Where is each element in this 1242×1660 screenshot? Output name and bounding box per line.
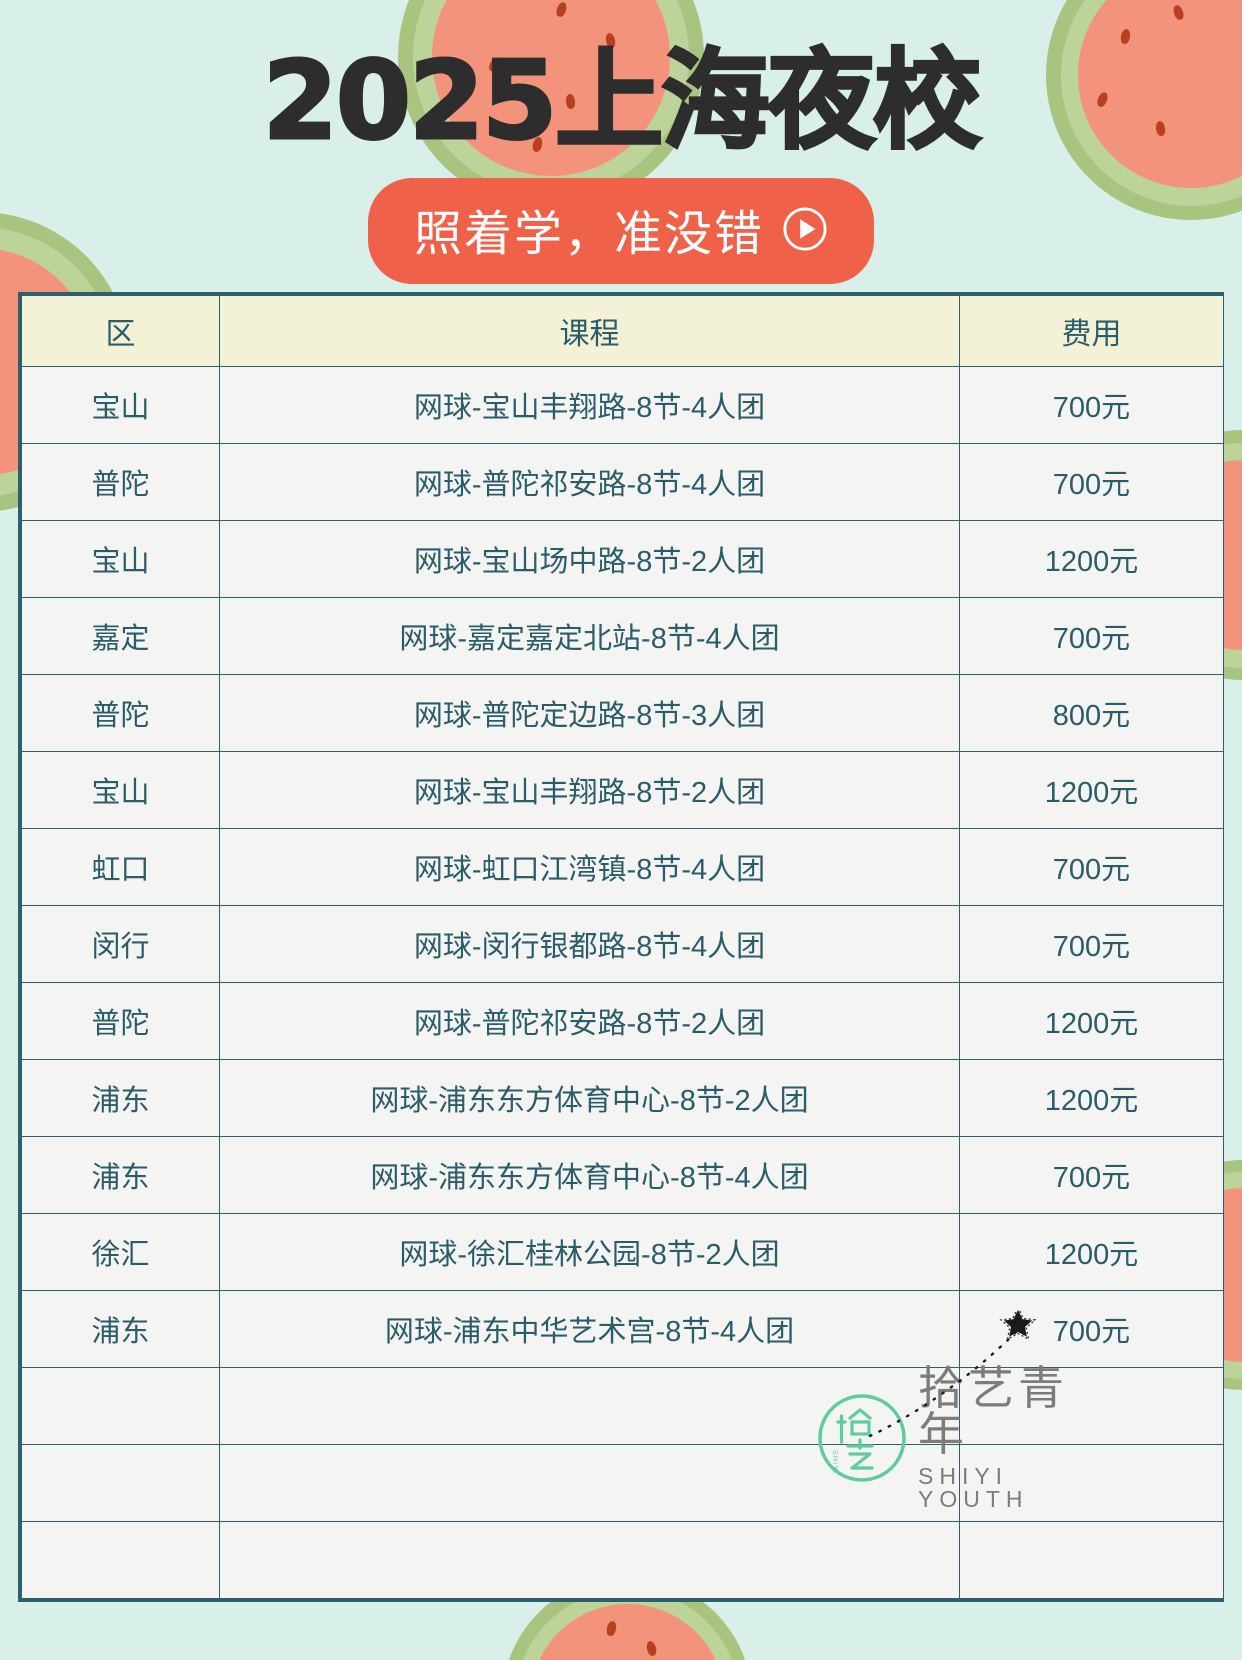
brand-name-cn: 拾艺青年 xyxy=(918,1362,1068,1460)
cell-district: 宝山 xyxy=(21,366,220,444)
table-row: 宝山 网球-宝山场中路-8节-2人团 1200元 xyxy=(21,520,1224,598)
table-row: 普陀 网球-普陀祁安路-8节-4人团 700元 xyxy=(21,443,1224,521)
cta-badge-label: 照着学，准没错 xyxy=(413,208,764,262)
cell-fee: 700元 xyxy=(959,366,1224,444)
cell-fee: 1200元 xyxy=(959,1059,1224,1137)
cell-district: 徐汇 xyxy=(21,1213,220,1291)
cell-course: 网球-普陀定边路-8节-3人团 xyxy=(219,674,960,752)
cell-fee: 800元 xyxy=(959,674,1224,752)
cell-course: 网球-嘉定嘉定北站-8节-4人团 xyxy=(219,597,960,675)
cell-fee xyxy=(959,1444,1224,1522)
table-row: 普陀 网球-普陀定边路-8节-3人团 800元 xyxy=(21,674,1224,752)
play-circle-icon xyxy=(782,206,828,252)
table-head: 区 课程 费用 xyxy=(21,295,1224,367)
cell-district xyxy=(21,1521,220,1599)
column-header-fee: 费用 xyxy=(959,295,1224,367)
cell-district: 浦东 xyxy=(21,1059,220,1137)
table-row: 宝山 网球-宝山丰翔路-8节-4人团 700元 xyxy=(21,366,1224,444)
cell-district: 闵行 xyxy=(21,905,220,983)
cell-course: 网球-浦东中华艺术宫-8节-4人团 xyxy=(219,1290,960,1368)
cell-district: 宝山 xyxy=(21,520,220,598)
cell-district: 普陀 xyxy=(21,443,220,521)
cell-course: 网球-虹口江湾镇-8节-4人团 xyxy=(219,828,960,906)
cell-district: 浦东 xyxy=(21,1136,220,1214)
cell-course: 网球-浦东东方体育中心-8节-2人团 xyxy=(219,1059,960,1137)
table-row: 浦东 网球-浦东东方体育中心-8节-2人团 1200元 xyxy=(21,1059,1224,1137)
table-header-row: 区 课程 费用 xyxy=(21,295,1224,367)
cell-course xyxy=(219,1444,960,1522)
cta-badge-button[interactable]: 照着学，准没错 xyxy=(367,178,874,285)
table-row: 宝山 网球-宝山丰翔路-8节-2人团 1200元 xyxy=(21,751,1224,829)
table-row: 嘉定 网球-嘉定嘉定北站-8节-4人团 700元 xyxy=(21,597,1224,675)
page-title: 2025上海夜校 xyxy=(261,38,983,165)
table-row: 浦东 网球-浦东东方体育中心-8节-4人团 700元 xyxy=(21,1136,1224,1214)
cell-district: 嘉定 xyxy=(21,597,220,675)
table-row: 浦东 网球-浦东中华艺术宫-8节-4人团 700元 xyxy=(21,1290,1224,1368)
table-row-empty xyxy=(21,1444,1224,1522)
cell-fee: 1200元 xyxy=(959,982,1224,1060)
cell-district: 普陀 xyxy=(21,674,220,752)
brand-watermark: SHIYI 拾艺青年 SHIYI YOUTH xyxy=(816,1365,1116,1511)
cell-fee: 1200元 xyxy=(959,751,1224,829)
cell-course: 网球-浦东东方体育中心-8节-4人团 xyxy=(219,1136,960,1214)
table-row: 闵行 网球-闵行银都路-8节-4人团 700元 xyxy=(21,905,1224,983)
cell-fee: 700元 xyxy=(959,905,1224,983)
cell-district: 浦东 xyxy=(21,1290,220,1368)
poster-header: 2025上海夜校 照着学，准没错 xyxy=(0,0,1242,285)
brand-text: 拾艺青年 SHIYI YOUTH xyxy=(918,1365,1116,1511)
cell-fee: 1200元 xyxy=(959,1213,1224,1291)
table-row: 普陀 网球-普陀祁安路-8节-2人团 1200元 xyxy=(21,982,1224,1060)
brand-name-en: SHIYI YOUTH xyxy=(918,1463,1029,1512)
cell-course: 网球-普陀祁安路-8节-2人团 xyxy=(219,982,960,1060)
cell-fee: 700元 xyxy=(959,828,1224,906)
cell-fee: 700元 xyxy=(959,597,1224,675)
cell-fee: 700元 xyxy=(959,1136,1224,1214)
column-header-district: 区 xyxy=(21,295,220,367)
cell-course xyxy=(219,1521,960,1599)
shiyi-logo-icon: SHIYI xyxy=(816,1392,908,1484)
cell-fee xyxy=(959,1521,1224,1599)
cell-course: 网球-宝山场中路-8节-2人团 xyxy=(219,520,960,598)
cell-course: 网球-宝山丰翔路-8节-4人团 xyxy=(219,366,960,444)
cell-district: 普陀 xyxy=(21,982,220,1060)
cell-fee: 700元 xyxy=(959,1290,1224,1368)
cell-district xyxy=(21,1444,220,1522)
table-row: 徐汇 网球-徐汇桂林公园-8节-2人团 1200元 xyxy=(21,1213,1224,1291)
table-row: 虹口 网球-虹口江湾镇-8节-4人团 700元 xyxy=(21,828,1224,906)
cell-course: 网球-宝山丰翔路-8节-2人团 xyxy=(219,751,960,829)
svg-text:SHIYI: SHIYI xyxy=(831,1450,838,1474)
cell-district: 虹口 xyxy=(21,828,220,906)
cell-district xyxy=(21,1367,220,1445)
cell-course: 网球-普陀祁安路-8节-4人团 xyxy=(219,443,960,521)
column-header-course: 课程 xyxy=(219,295,960,367)
cell-district: 宝山 xyxy=(21,751,220,829)
cell-course: 网球-闵行银都路-8节-4人团 xyxy=(219,905,960,983)
cell-fee: 700元 xyxy=(959,443,1224,521)
table-row-empty xyxy=(21,1521,1224,1599)
cell-course: 网球-徐汇桂林公园-8节-2人团 xyxy=(219,1213,960,1291)
cell-fee: 1200元 xyxy=(959,520,1224,598)
